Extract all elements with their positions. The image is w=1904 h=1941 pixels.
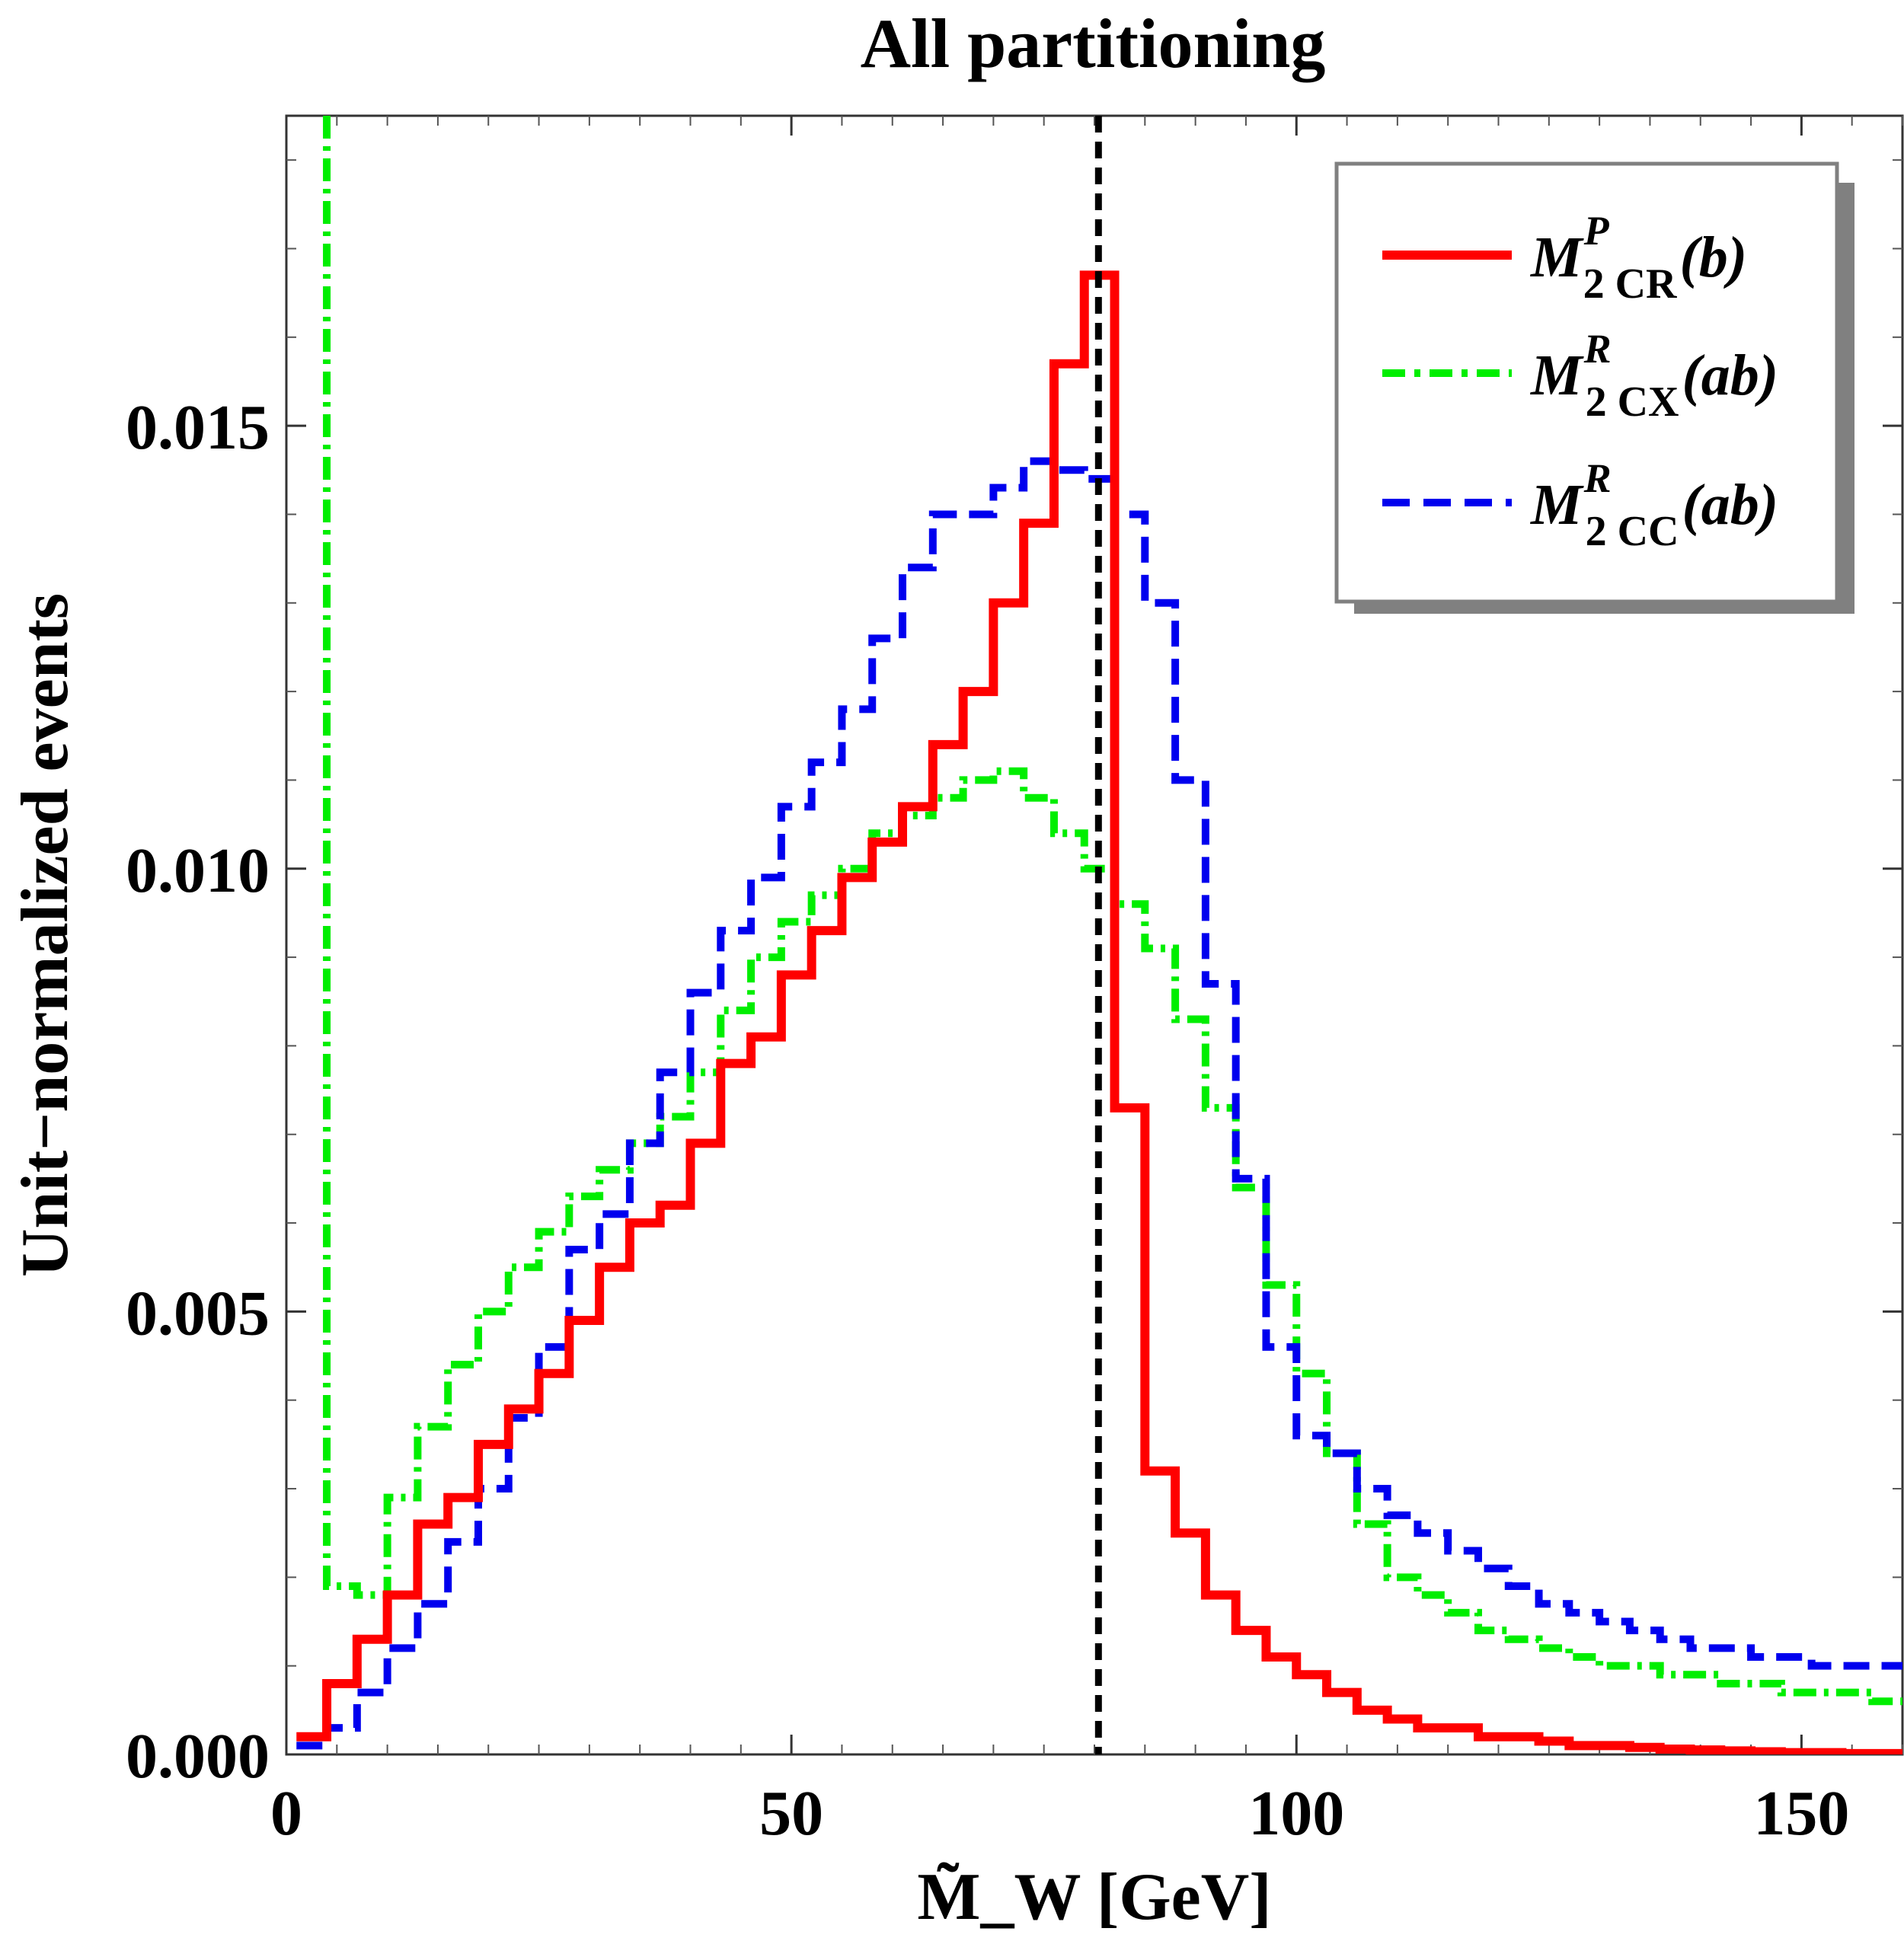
- x-tick-label: 50: [759, 1778, 823, 1849]
- legend-label-M2CX(ab): MR 2 CX(ab): [1530, 326, 1778, 426]
- series-layer: [296, 116, 1902, 1754]
- series-M2CX(ab): [323, 116, 1902, 1706]
- legend-box: [1334, 161, 1839, 604]
- y-tick-label: 0.000: [126, 1721, 270, 1792]
- x-axis-label: M̃_W [GeV]: [917, 1860, 1271, 1934]
- x-tick-label: 0: [270, 1778, 302, 1849]
- legend-label-M2CC(ab): MR 2 CC(ab): [1530, 455, 1778, 555]
- y-tick-label: 0.010: [126, 835, 270, 906]
- y-tick-label: 0.015: [126, 392, 270, 463]
- legend: MP 2 CR(b) MR 2 CX(ab) MR 2 CC(ab): [1334, 161, 1854, 614]
- y-axis-label: Unit−normalized events: [8, 593, 82, 1277]
- series-M2CR(b): [296, 270, 1902, 1754]
- y-tick-label: 0.005: [126, 1278, 270, 1349]
- legend-label-M2CR(b): MP 2 CR(b): [1530, 208, 1747, 308]
- x-tick-label: 100: [1248, 1778, 1344, 1849]
- chart-title: All partitioning: [861, 5, 1326, 82]
- series-M2CC(ab): [296, 457, 1902, 1750]
- axis-tick-labels: 0 50 100 150 0.000 0.005 0.010 0.015: [126, 392, 1849, 1849]
- x-tick-label: 150: [1753, 1778, 1849, 1849]
- axis-ticks: [285, 116, 1903, 1756]
